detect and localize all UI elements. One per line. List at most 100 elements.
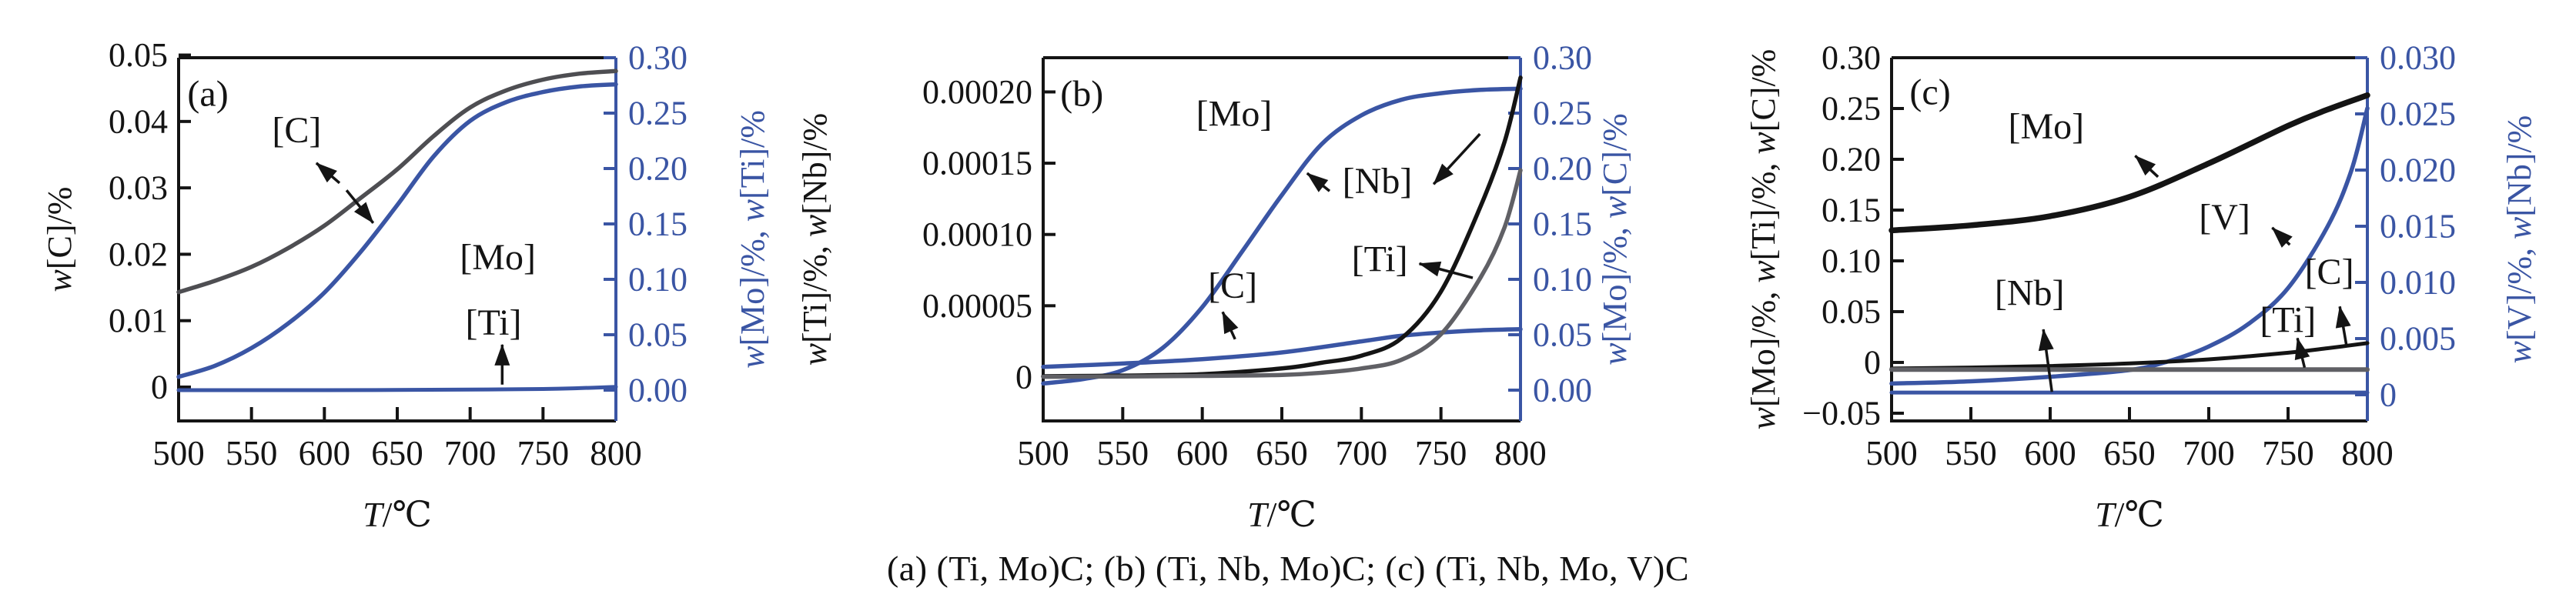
annotation-nb-c: [Nb] <box>1995 272 2065 313</box>
right-tick-label: 0.10 <box>1533 260 1592 298</box>
left-tick-label: 0.04 <box>109 102 168 140</box>
annotation-mo-a: [Mo] <box>460 237 536 278</box>
x-tick-label: 800 <box>590 434 642 472</box>
left-tick-label: 0 <box>1864 343 1881 381</box>
annotation-c-a: [C] <box>272 110 321 151</box>
x-tick-label: 500 <box>1017 434 1069 472</box>
annotation-v-c: [V] <box>2199 197 2250 238</box>
right-tick-label: 0.00 <box>628 371 687 409</box>
left-tick-label: 0.15 <box>1822 191 1881 229</box>
x-tick-label: 650 <box>371 434 423 472</box>
x-tick-label: 500 <box>152 434 205 472</box>
left-tick-label: 0 <box>1015 358 1032 396</box>
x-tick-label: 550 <box>226 434 278 472</box>
curve-c-b <box>1041 327 1523 369</box>
x-tick-label: 700 <box>2183 434 2235 472</box>
right-tick-label: 0.25 <box>628 94 687 132</box>
panel-c: 500 550 600 650 700 750 800 T/℃ −0.05 0 0.05 0.10 0.… <box>1745 39 2538 534</box>
right-tick-label: 0.20 <box>1533 149 1592 187</box>
right-tick-label: 0.00 <box>1533 371 1592 409</box>
x-tick-label: 600 <box>2024 434 2076 472</box>
left-tick-label: 0.00015 <box>922 145 1032 182</box>
left-tick-label: −0.05 <box>1802 394 1881 432</box>
right-tick-label: 0.05 <box>1533 316 1592 353</box>
annotation-arrow <box>345 189 375 224</box>
curve-mo-c <box>1889 92 2370 234</box>
annotation-arrow <box>315 162 341 185</box>
left-axis-title: w[Mo]/%, w[Ti]/%, w[C]/% <box>1745 49 1782 430</box>
right-tick-label: 0.25 <box>1533 94 1592 132</box>
left-tick-label: 0.05 <box>109 36 168 74</box>
annotation-arrow <box>1306 172 1331 192</box>
right-axis-title: w[Mo]/%, w[Ti]/% <box>734 110 771 369</box>
x-tick-label: 500 <box>1865 434 1918 472</box>
left-tick-label: 0.00010 <box>922 215 1032 253</box>
annotation-c-b: [C] <box>1208 265 1257 306</box>
x-axis-title: T/℃ <box>1247 495 1316 534</box>
right-tick-label: 0.20 <box>628 149 687 187</box>
curve-ti-b <box>1041 168 1523 379</box>
annotation-a-a: (a) <box>187 74 228 115</box>
annotation-arrow <box>2294 337 2310 369</box>
right-tick-label: 0.10 <box>628 260 687 298</box>
left-tick-label: 0 <box>151 368 168 406</box>
annotation-mo-c: [Mo] <box>2009 106 2085 147</box>
annotation-mo-b: [Mo] <box>1196 94 1273 135</box>
right-axis-title: w[V]/%, w[Nb]/% <box>2501 115 2538 364</box>
left-tick-label: 0.01 <box>109 302 168 339</box>
x-tick-label: 600 <box>299 434 351 472</box>
x-tick-label: 650 <box>2103 434 2156 472</box>
annotation-arrow <box>2134 155 2159 179</box>
x-tick-label: 650 <box>1256 434 1308 472</box>
figure-caption: (a) (Ti, Mo)C; (b) (Ti, Nb, Mo)C; (c) (T… <box>886 549 1690 588</box>
right-tick-label: 0 <box>2380 376 2397 413</box>
annotation-ti-c: [Ti] <box>2260 299 2316 340</box>
curve-ti-a <box>176 385 618 392</box>
x-tick-label: 750 <box>1415 434 1467 472</box>
annotation-arrow <box>2271 226 2293 248</box>
x-tick-label: 800 <box>1494 434 1547 472</box>
right-tick-label: 0.015 <box>2380 207 2456 245</box>
right-tick-label: 0.15 <box>628 205 687 242</box>
right-tick-label: 0.025 <box>2380 95 2456 132</box>
left-tick-label: 0.00005 <box>922 287 1032 325</box>
x-tick-label: 700 <box>1336 434 1388 472</box>
right-tick-label: 0.15 <box>1533 205 1592 242</box>
annotation-ti-b: [Ti] <box>1352 239 1408 279</box>
left-tick-label: 0.25 <box>1822 89 1881 127</box>
annotation-arrow <box>1221 311 1239 340</box>
annotation-arrow <box>1432 132 1481 185</box>
x-tick-label: 750 <box>2262 434 2314 472</box>
x-axis-title: T/℃ <box>2095 495 2164 534</box>
x-tick-label: 750 <box>517 434 570 472</box>
x-tick-label: 550 <box>1097 434 1149 472</box>
annotation-c-c: [C] <box>2305 252 2354 292</box>
left-tick-label: 0.02 <box>109 235 168 273</box>
x-tick-label: 600 <box>1176 434 1229 472</box>
left-tick-label: 0.03 <box>109 169 168 207</box>
left-tick-label: 0.10 <box>1822 242 1881 279</box>
right-tick-label: 0.05 <box>628 316 687 353</box>
left-tick-label: 0.20 <box>1822 140 1881 178</box>
left-tick-label: 0.05 <box>1822 292 1881 330</box>
right-tick-label: 0.005 <box>2380 319 2456 357</box>
right-tick-label: 0.30 <box>1533 39 1592 77</box>
annotation-ti-a: [Ti] <box>465 302 521 343</box>
right-tick-label: 0.030 <box>2380 39 2456 77</box>
left-tick-label: 0.30 <box>1822 39 1881 77</box>
curve-mo-a <box>176 82 618 379</box>
annotation-arrow <box>2335 306 2351 346</box>
x-tick-label: 700 <box>444 434 497 472</box>
curve-c-c <box>1889 341 2370 371</box>
right-tick-label: 0.010 <box>2380 263 2456 301</box>
panel-a: 500 550 600 650 700 750 800 T/℃ 0 0.01 0.02 0.03 0.0… <box>41 36 771 533</box>
x-tick-label: 800 <box>2341 434 2394 472</box>
annotation-nb-b: [Nb] <box>1343 161 1413 202</box>
axis-spines <box>177 58 616 422</box>
annotation-b-b: (b) <box>1060 74 1103 115</box>
left-axis-title: w[C]/% <box>41 187 79 292</box>
right-tick-label: 0.30 <box>628 39 687 77</box>
annotation-arrow <box>1418 261 1474 279</box>
